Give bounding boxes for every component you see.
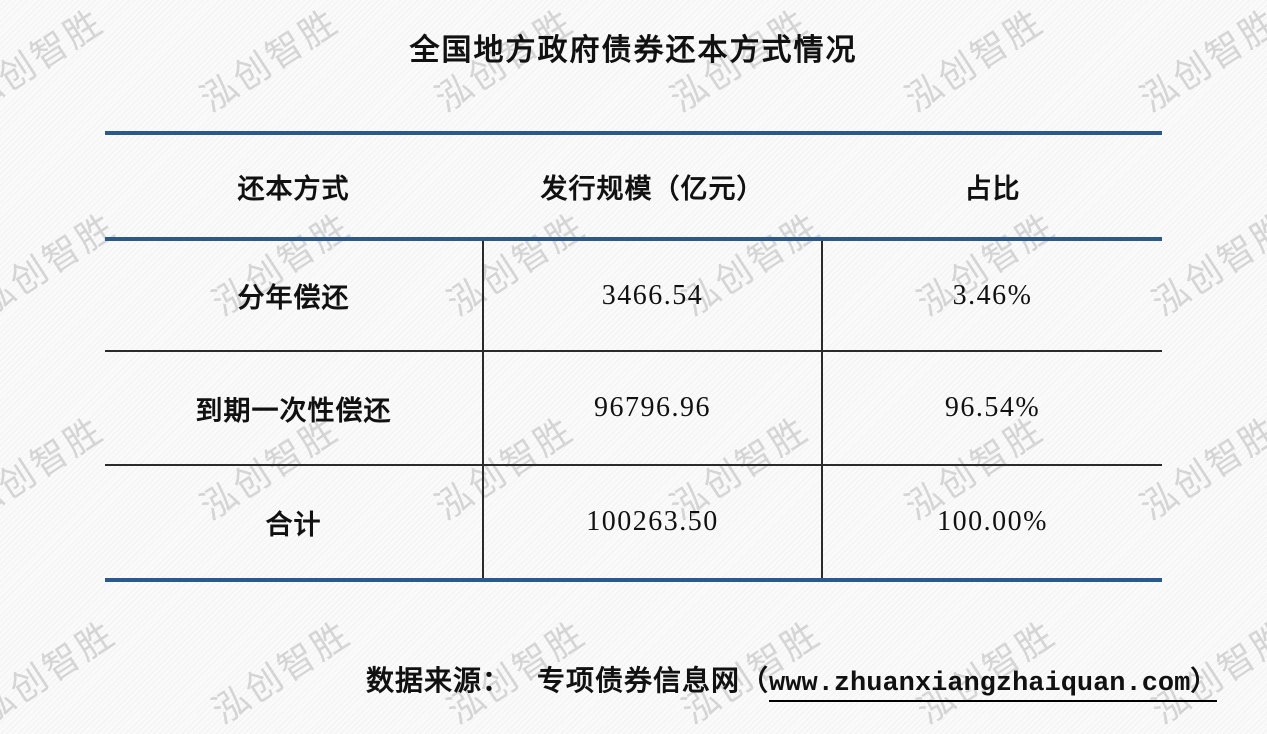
close-paren: ） <box>1190 666 1218 696</box>
cell-method: 分年偿还 <box>237 283 350 313</box>
table-row-bullet-repayment: 到期一次性偿还 96796.96 96.54% <box>105 350 1162 464</box>
source-url-underline: www.zhuanxiangzhaiquan.com） <box>769 666 1218 702</box>
col-header-method: 还本方式 <box>237 173 350 204</box>
cell-share: 3.46% <box>952 279 1033 311</box>
bond-repayment-table: 还本方式 发行规模（亿元） 占比 分年偿还 3466.54 3.46% 到期一次… <box>105 131 1162 582</box>
cell-scale: 3466.54 <box>482 241 823 350</box>
data-source-label: 数据来源： <box>366 666 512 697</box>
table-header-row: 还本方式 发行规模（亿元） 占比 <box>105 131 1162 241</box>
watermark-text: 泓创智胜 <box>204 612 358 732</box>
open-paren: （ <box>740 666 770 697</box>
table-row-annual-repayment: 分年偿还 3466.54 3.46% <box>105 241 1162 350</box>
col-header-share: 占比 <box>964 173 1021 204</box>
watermark-text: 泓创智胜 <box>0 0 111 120</box>
data-source-name: 专项债券信息网 <box>537 666 741 697</box>
watermark-text: 泓创智胜 <box>0 612 123 732</box>
cell-scale: 100263.50 <box>482 466 823 578</box>
cell-share: 96.54% <box>944 392 1041 423</box>
data-source-line: 数据来源： 专项债券信息网（www.zhuanxiangzhaiquan.com） <box>366 659 1218 702</box>
table-row-total: 合计 100263.50 100.00% <box>105 464 1162 578</box>
col-header-scale: 发行规模（亿元） <box>540 173 765 204</box>
page-title: 全国地方政府债券还本方式情况 <box>409 34 858 67</box>
cell-method: 到期一次性偿还 <box>195 395 392 426</box>
watermark-text: 泓创智胜 <box>0 408 111 528</box>
cell-scale: 96796.96 <box>482 352 823 464</box>
source-url-link[interactable]: www.zhuanxiangzhaiquan.com <box>769 669 1191 699</box>
cell-method: 合计 <box>265 509 322 540</box>
cell-share: 100.00% <box>937 506 1048 537</box>
table-body: 分年偿还 3466.54 3.46% 到期一次性偿还 96796.96 96.5… <box>105 241 1162 582</box>
